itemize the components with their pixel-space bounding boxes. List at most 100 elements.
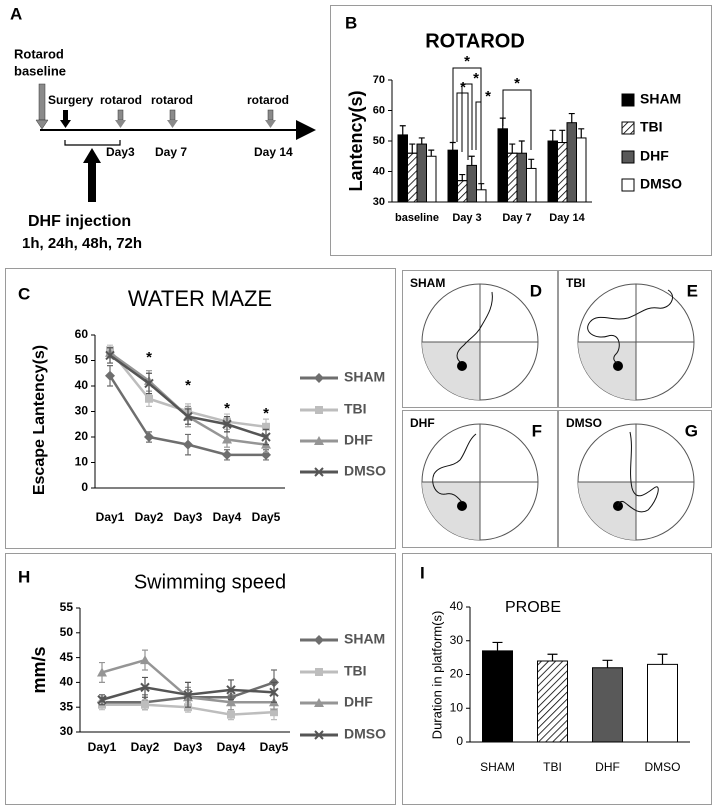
marker (222, 449, 232, 460)
y-tick-label: 60 (75, 327, 89, 341)
x-tick-label: Day1 (88, 740, 117, 754)
y-tick-label: 40 (373, 165, 385, 177)
marker (144, 378, 154, 389)
x-tick-label: TBI (543, 760, 562, 774)
marker (141, 700, 149, 709)
y-tick-label: 50 (373, 135, 385, 147)
significance-star: * (224, 400, 230, 417)
bar (447, 149, 458, 203)
panel-border (5, 268, 396, 549)
bar (576, 137, 587, 203)
bar-hatch (537, 660, 568, 743)
legend-swatch (621, 93, 635, 107)
significance-star: * (485, 88, 491, 105)
y-axis-label: Duration in platform(s) (429, 611, 444, 740)
legend-swatch (621, 150, 635, 164)
maze-label: DMSO (566, 416, 602, 430)
legend-marker (314, 698, 324, 707)
bar-hatch (557, 142, 568, 203)
panel-label: E (687, 281, 698, 300)
legend-swatch (621, 178, 635, 192)
legend-label: SHAM (344, 631, 385, 647)
bar (476, 189, 487, 203)
legend-label: TBI (640, 119, 663, 135)
marker (140, 655, 150, 665)
x-tick-label: Day 3 (452, 212, 481, 224)
day-label: Day 7 (155, 145, 187, 159)
legend-label: DMSO (640, 176, 682, 192)
series-line (109, 351, 267, 446)
marker (261, 432, 271, 442)
y-tick-label: 70 (373, 74, 385, 86)
panel-border (330, 5, 712, 256)
x-tick-label: Day4 (213, 510, 242, 524)
marker (227, 710, 235, 719)
marker (105, 370, 115, 381)
maze-panel: SHAM D (402, 270, 558, 408)
event-label: rotarod (151, 93, 193, 107)
y-tick-label: 0 (456, 734, 463, 748)
bar (397, 134, 408, 203)
x-tick-label: Day2 (131, 740, 160, 754)
significance-star: * (185, 377, 191, 394)
x-tick-label: Day2 (135, 510, 164, 524)
bar (466, 164, 477, 203)
marker (183, 690, 193, 700)
chart-title: ROTAROD (425, 30, 525, 52)
bar (497, 128, 508, 203)
y-tick-label: 45 (60, 650, 74, 664)
legend-label: SHAM (344, 369, 385, 385)
legend-marker (314, 436, 324, 445)
legend-marker (315, 668, 323, 676)
marker (262, 422, 270, 431)
panel-label: G (685, 421, 698, 440)
panel-label: H (18, 567, 30, 586)
legend-label: TBI (344, 663, 367, 679)
x-tick-label: Day 14 (549, 212, 585, 224)
maze-panel: TBI E (558, 270, 712, 408)
day-label: Day 14 (254, 145, 293, 159)
y-tick-label: 0 (81, 480, 88, 494)
significance-star: * (146, 349, 152, 366)
bar-hatch (407, 152, 418, 203)
legend-label: DMSO (344, 726, 386, 742)
chart-title: WATER MAZE (128, 286, 272, 311)
legend-marker (314, 730, 324, 740)
legend-hatch (621, 121, 635, 135)
y-tick-label: 30 (450, 633, 464, 647)
marker (140, 682, 150, 693)
injection-label: DHF injection (28, 213, 131, 230)
event-label: rotarod (247, 93, 289, 107)
marker (97, 667, 107, 677)
marker (226, 697, 236, 707)
y-tick-label: 55 (60, 600, 74, 614)
significance-bracket (475, 101, 482, 182)
bar (647, 663, 678, 743)
x-tick-label: baseline (395, 212, 439, 224)
x-tick-label: Day5 (260, 740, 289, 754)
maze-label: TBI (566, 276, 585, 290)
significance-bracket (502, 89, 532, 150)
event-label: rotarod (100, 93, 142, 107)
panel-label: D (530, 281, 542, 300)
maze-panel: DHF F (402, 410, 558, 548)
bar (416, 143, 427, 203)
x-tick-label: Day4 (217, 740, 246, 754)
maze-panel: DMSO G (558, 410, 712, 548)
x-tick-label: SHAM (480, 760, 515, 774)
panel-label: F (532, 421, 542, 440)
baseline-label: baseline (14, 63, 66, 78)
maze-label: DHF (410, 416, 435, 430)
significance-star: * (514, 75, 520, 92)
significance-star: * (473, 70, 479, 87)
y-tick-label: 20 (450, 667, 464, 681)
marker (144, 432, 154, 442)
x-tick-label: Day1 (96, 510, 125, 524)
chart-title: PROBE (505, 599, 561, 616)
y-axis-label: Lantency(s) (346, 90, 366, 191)
marker (269, 687, 279, 698)
chart-title: Swimming speed (134, 571, 286, 593)
marker (97, 695, 107, 705)
x-tick-label: Day 7 (502, 212, 531, 224)
